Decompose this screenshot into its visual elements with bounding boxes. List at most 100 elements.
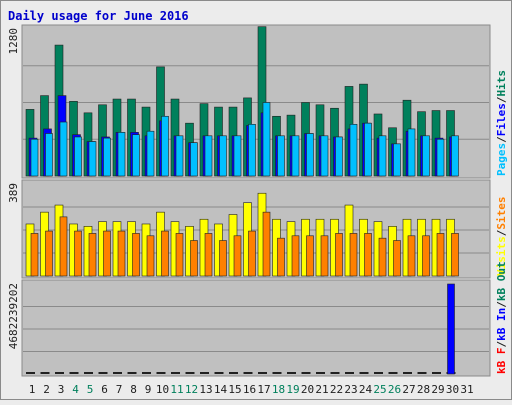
bar-sites [451,233,459,277]
bar-sites [59,216,68,277]
bar-kb-baseline [55,372,64,374]
legend-vertical: kB F/kB In/kB Out [495,261,508,374]
y-max-label: 1280 [7,28,20,55]
bar-pages [393,143,401,177]
bar-kb-baseline [214,372,224,374]
bar-sites [262,211,271,277]
bar-sites [117,230,126,277]
bar-kb-baseline [26,372,35,374]
bar-sites [30,233,39,277]
x-tick-label: 17 [257,383,270,396]
bar-pages [364,122,372,177]
panel-kb-bg [21,279,491,377]
bar-sites [277,237,285,277]
x-tick-label: 30 [446,383,459,396]
bar-pages [190,142,198,177]
bar-kb-baseline [127,372,137,374]
bar-pages [146,130,155,177]
bar-kb-baseline [156,372,166,374]
legend-vertical: Visits/Sites [495,197,508,277]
bar-pages [161,115,169,177]
bar-kb-baseline [403,372,412,374]
bar-sites [219,240,227,277]
bar-kb-baseline [84,372,93,374]
legend-entry: / [495,229,508,236]
bar-kb-baseline [345,372,354,374]
bar-kb-baseline [69,372,79,374]
bar-sites [378,237,387,277]
legend-entry: Sites [495,197,508,230]
bar-sites [88,233,97,277]
panel-visits-sites [21,179,491,279]
bar-sites [335,233,343,277]
y-max-label: 4682239202 [7,283,20,349]
bar-sites [320,235,329,277]
x-tick-label: 2 [43,383,50,396]
x-tick-label: 8 [130,383,137,396]
x-tick-label: 27 [402,383,415,396]
bar-kb-baseline [330,372,340,374]
bar-kb-baseline [359,372,369,374]
legend-entry: kB F [495,348,508,375]
bar-pages [320,135,329,177]
bar-sites [146,235,155,277]
bar-sites [190,240,198,277]
x-tick-label: 20 [301,383,314,396]
bar-sites [393,240,401,277]
bar-kb-baseline [98,372,108,374]
x-axis-day-labels: 1 2 3 4 5 6 7 8 9 10 11 12 13 14 15 16 17 18 19 20 21 22 23 24 2… [29,383,474,396]
bar-sites [161,230,169,277]
legend-entry: / [495,136,508,143]
bar-pages [436,138,445,177]
x-tick-label: 16 [243,383,256,396]
bar-sites [103,230,111,277]
x-tick-label: 9 [145,383,152,396]
x-tick-label: 28 [417,383,430,396]
x-tick-label: 6 [101,383,108,396]
bar-pages [219,135,227,177]
x-tick-label: 13 [199,383,212,396]
bar-sites [248,230,256,277]
x-tick-label: 23 [344,383,357,396]
x-tick-label: 11 [170,383,183,396]
bar-pages [306,133,314,177]
bar-kb-baseline [374,372,383,374]
bar-pages [88,141,97,177]
panel-kb [21,279,491,377]
bar-pages [407,128,416,177]
x-tick-label: 5 [87,383,94,396]
x-tick-label: 19 [286,383,299,396]
bar-kb-baseline [200,372,209,374]
bar-pages [103,137,111,177]
bar-pages [204,135,213,177]
bar-pages [451,135,459,177]
bar-kb-baseline [243,372,253,374]
bar-sites [74,230,82,277]
bar-kb-baseline [229,372,238,374]
x-tick-label: 15 [228,383,241,396]
bar-kb-baseline [142,372,151,374]
bar-pages [233,135,242,177]
bar-kb-baseline [40,372,50,374]
panel-pages-files-hits [21,24,491,179]
x-tick-label: 22 [330,383,343,396]
bar-pages [262,102,271,177]
bar-kb-baseline [287,372,296,374]
bar-kb [447,283,455,375]
x-tick-label: 24 [359,383,373,396]
bar-sites [306,235,314,277]
y-max-label: 389 [7,183,20,203]
bar-sites [422,235,430,277]
bar-sites [349,233,358,277]
bar-kb-baseline [301,372,311,374]
bar-kb-baseline [417,372,427,374]
legend-vertical: Pages/Files/Hits [495,70,508,176]
bar-kb-baseline [388,372,398,374]
x-tick-label: 25 [373,383,386,396]
bar-kb-baseline [432,372,441,374]
bar-pages [248,124,256,177]
x-tick-label: 12 [185,383,198,396]
